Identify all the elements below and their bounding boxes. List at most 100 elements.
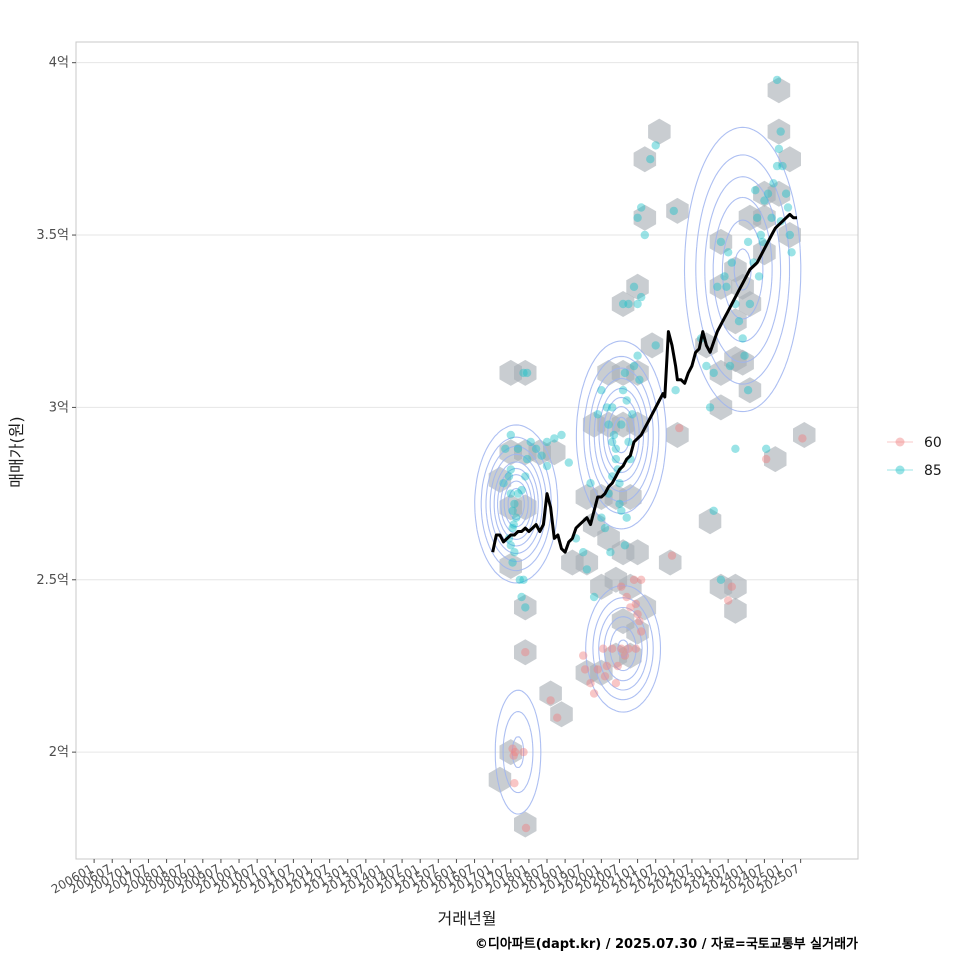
- scatter-point-85: [506, 430, 515, 440]
- scatter-point-85: [501, 444, 510, 453]
- scatter-point-85: [725, 361, 735, 371]
- y-tick-label: 3억: [49, 400, 69, 415]
- scatter-point-60: [589, 689, 599, 698]
- hex-bin: [499, 739, 522, 766]
- scatter-point-60: [724, 596, 733, 605]
- scatter-point-60: [762, 454, 771, 464]
- scatter-point-60: [617, 644, 626, 653]
- scatter-point-85: [542, 437, 552, 447]
- y-tick-label: 2.5억: [36, 573, 69, 588]
- y-tick-label: 2억: [49, 745, 69, 760]
- legend-label-85: 85: [924, 463, 942, 479]
- hex-bin: [543, 439, 566, 466]
- scatter-point-85: [740, 351, 749, 360]
- scatter-point-85: [620, 541, 630, 550]
- scatter-point-85: [633, 351, 642, 360]
- hex-bin: [550, 701, 573, 728]
- scatter-point-60: [519, 747, 528, 757]
- scatter-point-85: [629, 361, 639, 371]
- hex-bin: [764, 446, 787, 473]
- scatter-point-85: [522, 454, 532, 464]
- scatter-point-85: [620, 368, 630, 378]
- scatter-point-60: [631, 599, 640, 609]
- scatter-point-85: [521, 603, 530, 612]
- scatter-point-60: [667, 551, 677, 560]
- hex-bin: [626, 359, 649, 386]
- scatter-point-85: [628, 410, 637, 419]
- scatter-point-85: [709, 506, 718, 515]
- hex-bin: [709, 228, 733, 255]
- hex-bin: [767, 118, 791, 145]
- scatter-point-60: [624, 644, 633, 653]
- hex-bin: [633, 146, 657, 173]
- hex-bin: [666, 422, 689, 448]
- scatter-point-60: [633, 610, 642, 619]
- scatter-point-85: [762, 444, 771, 453]
- scatter-point-85: [754, 272, 764, 281]
- scatter-point-85: [611, 454, 621, 464]
- scatter-point-60: [727, 582, 736, 591]
- scatter-point-85: [582, 565, 592, 574]
- hex-bin: [778, 146, 801, 173]
- scatter-point-85: [517, 592, 526, 602]
- scatter-point-85: [622, 513, 631, 522]
- density-contour: [485, 176, 782, 769]
- scatter-point-85: [646, 155, 655, 164]
- scatter-point-85: [637, 292, 646, 302]
- scatter-point-85: [624, 299, 633, 309]
- scatter-point-85: [509, 520, 518, 529]
- trend-line-group: [491, 212, 797, 554]
- scatter-point-85: [517, 485, 526, 495]
- scatter-point-85: [512, 513, 521, 522]
- scatter-point-85: [519, 368, 528, 378]
- scatter-point-85: [499, 479, 508, 488]
- scatter-point-85: [716, 237, 726, 247]
- scatter-point-85: [781, 189, 791, 198]
- scatter-point-60: [620, 651, 630, 660]
- scatter-point-85: [783, 203, 793, 212]
- hex-bin: [575, 549, 599, 576]
- scatter-point-85: [519, 575, 528, 584]
- hex-bin: [611, 608, 635, 635]
- legend-label-60: 60: [924, 435, 942, 451]
- scatter-point-85: [557, 430, 566, 440]
- scatter-point-85: [731, 444, 740, 453]
- scatter-point-85: [609, 430, 619, 440]
- scatter-point-85: [526, 437, 535, 447]
- scatter-point-85: [593, 410, 602, 419]
- scatter-point-85: [705, 403, 715, 412]
- scatter-point-60: [510, 747, 520, 757]
- scatter-point-85: [608, 403, 617, 412]
- scatter-point-85: [531, 444, 541, 453]
- scatter-point-85: [522, 368, 532, 378]
- hex-bin: [666, 197, 689, 224]
- scatter-point-60: [622, 592, 631, 602]
- scatter-point-85: [615, 499, 624, 509]
- scatter-point-85: [564, 458, 573, 467]
- hex-bin: [709, 394, 733, 421]
- scatter-point-85: [506, 465, 515, 474]
- scatter-point-85: [633, 213, 642, 222]
- scatter-point-85: [640, 230, 649, 240]
- scatter-point-85: [508, 523, 517, 533]
- y-axis-title: 매매가(원): [7, 416, 26, 487]
- density-contour: [497, 248, 752, 658]
- scatter-point-85: [738, 334, 747, 343]
- scatter-point-60: [617, 582, 626, 591]
- scatter-point-60: [611, 679, 621, 688]
- scatter-point-85: [727, 258, 736, 267]
- hex-bin: [658, 549, 682, 576]
- scatter-point-85: [651, 341, 660, 350]
- scatter-point-85: [734, 317, 744, 326]
- scatter-point-85: [589, 592, 599, 602]
- hex-bin: [488, 466, 512, 493]
- scatter-point-85: [772, 161, 782, 171]
- scatter-point-85: [611, 444, 621, 453]
- legend-item-85: 85: [887, 463, 942, 479]
- scatter-point-85: [633, 299, 642, 309]
- hex-bin: [698, 508, 722, 535]
- hex-bin: [633, 594, 657, 621]
- scatter-point-85: [617, 420, 626, 429]
- y-tick-label: 3.5억: [36, 228, 69, 243]
- scatter-point-85: [618, 299, 628, 309]
